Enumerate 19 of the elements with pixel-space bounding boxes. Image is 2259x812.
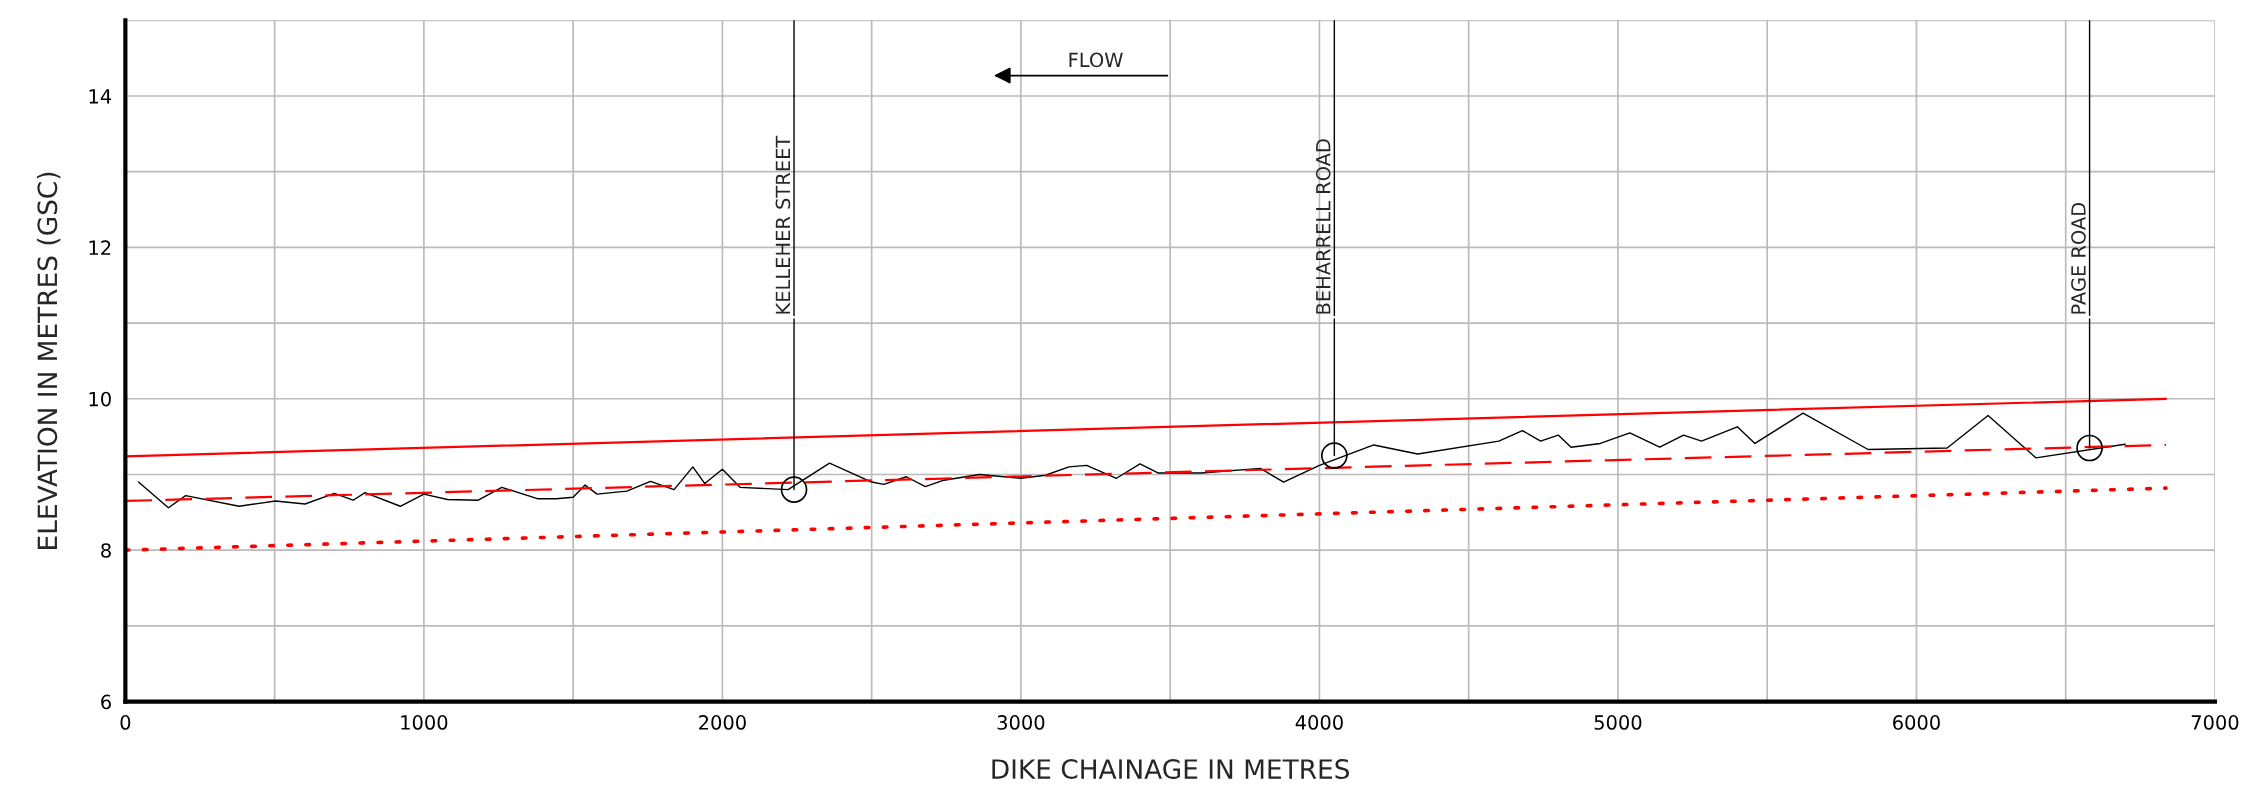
annotation: KELLEHER STREET xyxy=(775,135,791,314)
x-tick-label: 0 xyxy=(120,715,131,730)
x-tick-label: 3000 xyxy=(997,715,1045,730)
annotation: FLOW xyxy=(1069,52,1123,68)
y-tick-label: 8 xyxy=(101,543,111,558)
annotation: PAGE ROAD xyxy=(2071,202,2086,314)
x-tick-label: 6000 xyxy=(1893,715,1940,730)
x-tick-label: 2000 xyxy=(699,715,746,730)
y-tick-label: 12 xyxy=(89,240,111,255)
annotation: BEHARRELL ROAD xyxy=(1315,139,1331,314)
y-tick-label: 14 xyxy=(89,89,112,104)
y-tick-label: 10 xyxy=(89,391,111,407)
x-tick-label: 7000 xyxy=(2191,715,2239,730)
x-tick-label: 5000 xyxy=(1594,715,1642,730)
y-axis-title: ELEVATION IN METRES (GSC) xyxy=(36,172,61,549)
y-tick-label: 6 xyxy=(101,694,111,710)
x-tick-label: 4000 xyxy=(1295,715,1343,730)
x-tick-label: 1000 xyxy=(401,715,448,730)
x-axis-title: DIKE CHAINAGE IN METRES xyxy=(992,759,1350,780)
